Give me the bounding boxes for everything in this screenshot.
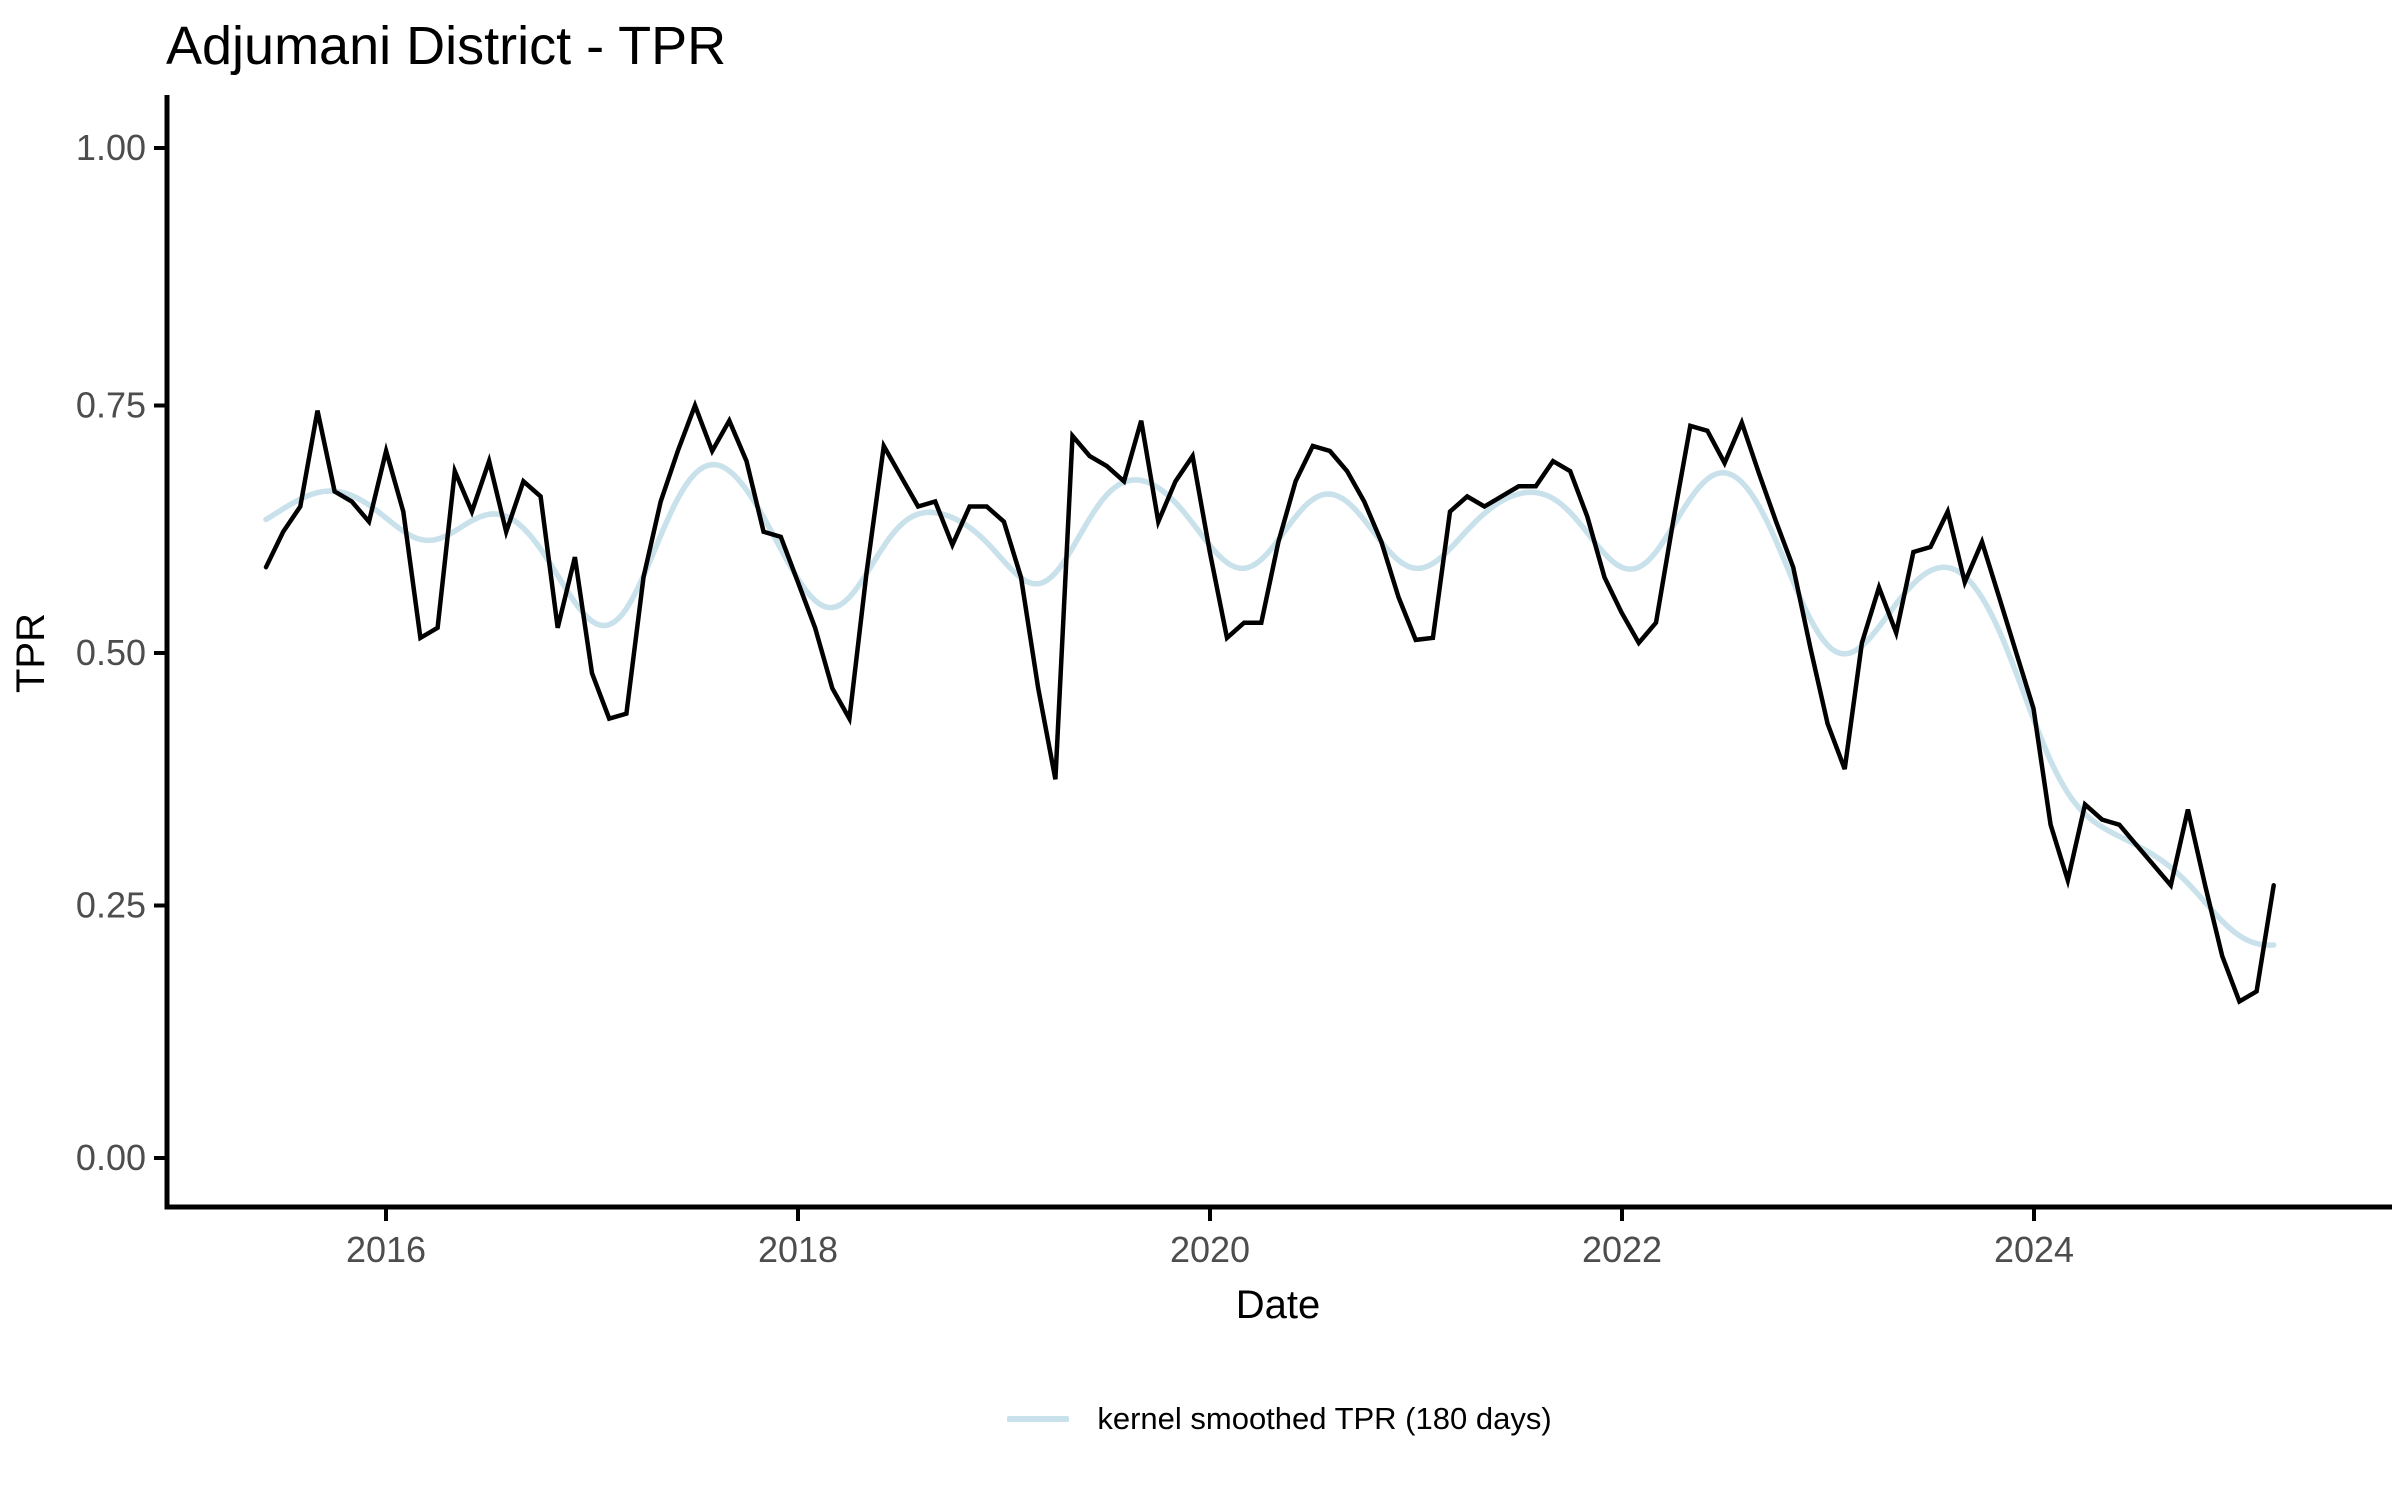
y-axis: 1.00 0.75 0.50 0.25 0.00 TPR xyxy=(9,95,170,1210)
legend-label: kernel smoothed TPR (180 days) xyxy=(1097,1401,1552,1436)
x-tick-label-2020: 2020 xyxy=(1170,1229,1250,1270)
legend-swatch xyxy=(1007,1416,1070,1422)
legend: kernel smoothed TPR (180 days) xyxy=(167,1396,2392,1442)
x-tick-label-2018: 2018 xyxy=(758,1229,838,1270)
x-axis: 2016 2018 2020 2022 2024 Date xyxy=(164,1204,2392,1327)
x-axis-title: Date xyxy=(1236,1283,1321,1327)
y-tick-label-1.00: 1.00 xyxy=(76,127,146,168)
x-tick-label-2022: 2022 xyxy=(1582,1229,1662,1270)
y-tick-label-0.75: 0.75 xyxy=(76,385,146,426)
x-tick-label-2024: 2024 xyxy=(1994,1229,2074,1270)
x-tick-label-2016: 2016 xyxy=(346,1229,426,1270)
y-tick-label-0.25: 0.25 xyxy=(76,885,146,926)
y-tick-label-0.00: 0.00 xyxy=(76,1137,146,1178)
y-axis-title: TPR xyxy=(9,613,53,693)
smoothed-line xyxy=(263,461,2277,948)
tpr-line xyxy=(263,399,2276,1005)
chart-title: Adjumani District - TPR xyxy=(166,16,726,76)
y-tick-label-0.50: 0.50 xyxy=(76,632,146,673)
